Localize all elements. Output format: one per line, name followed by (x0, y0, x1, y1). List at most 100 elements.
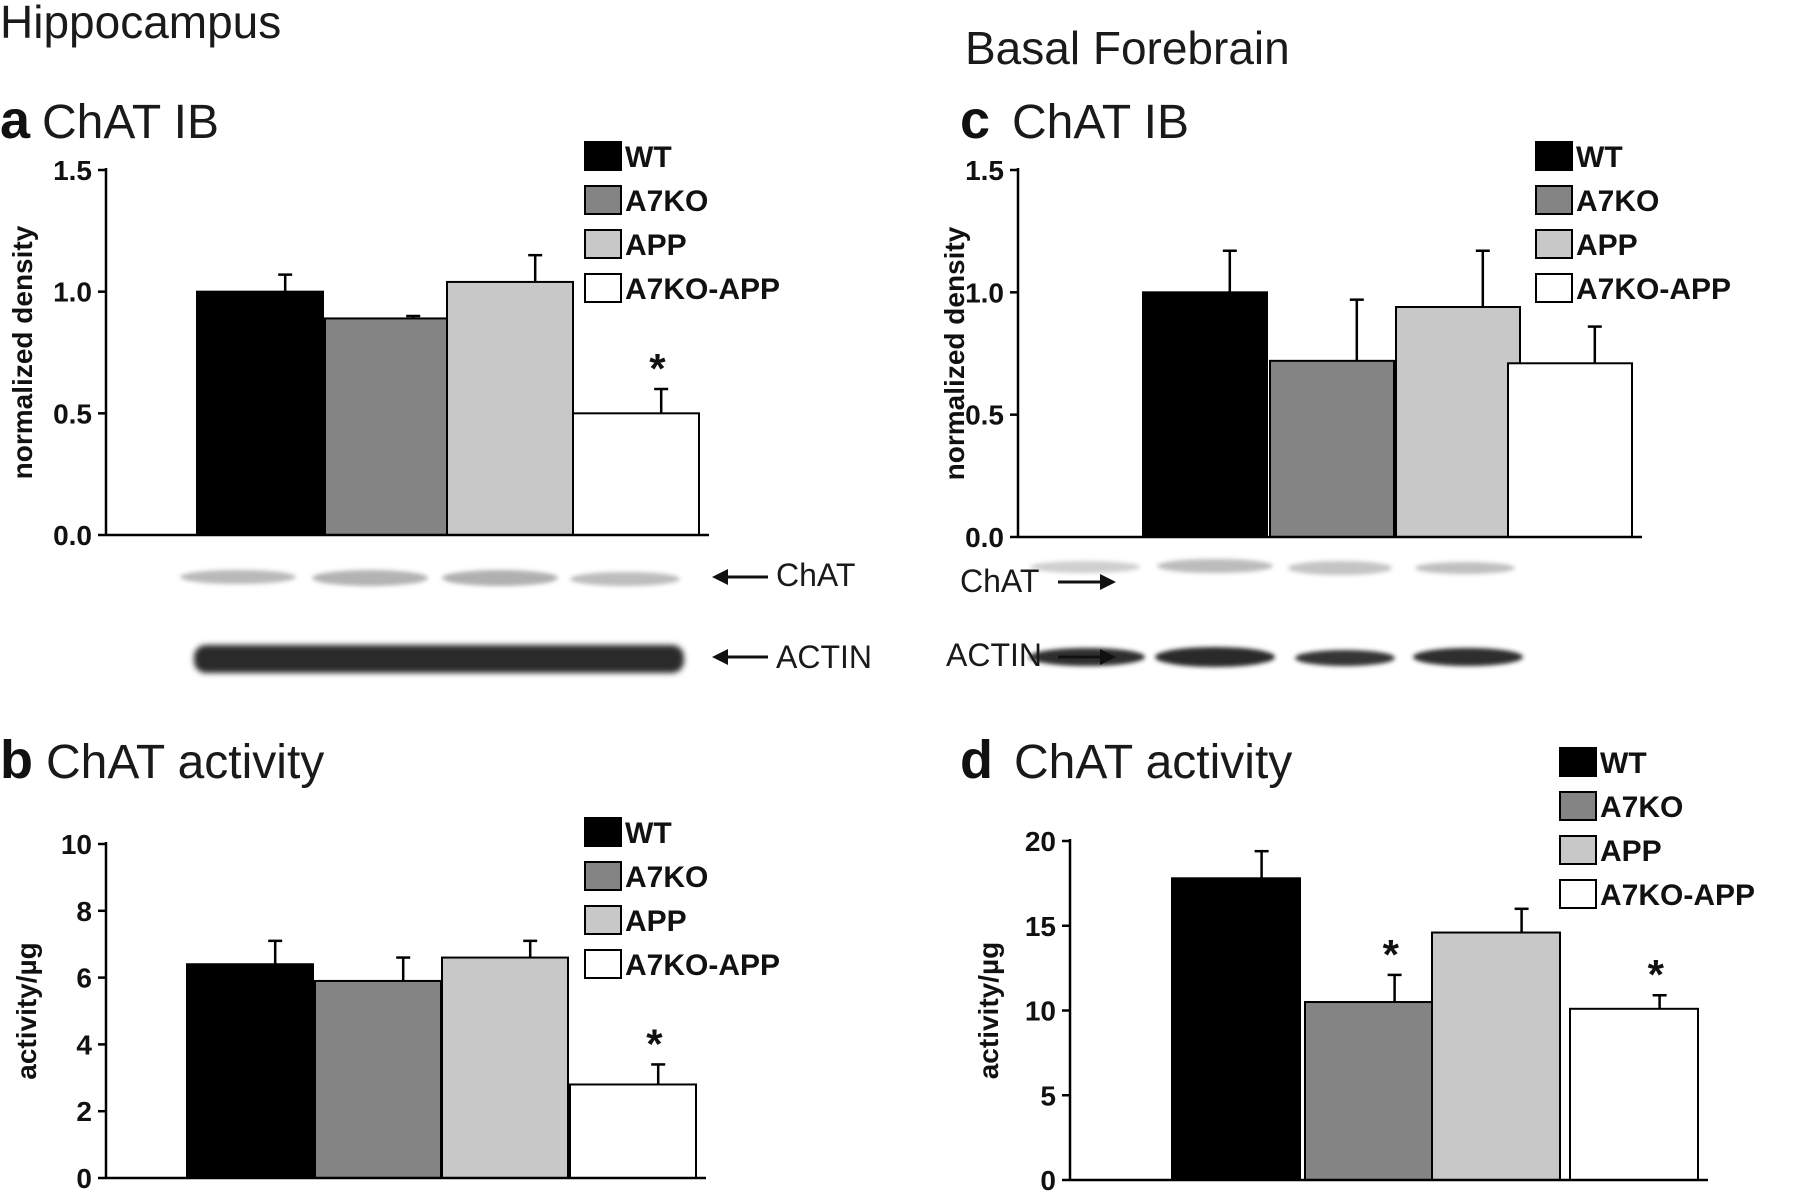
legend-swatch (1535, 141, 1573, 171)
y-tick-label: 5 (1040, 1080, 1056, 1111)
legend-swatch (1559, 879, 1597, 909)
y-tick-label: 15 (1025, 911, 1056, 942)
legend-swatch (584, 861, 622, 891)
panel-title: ChAT IB (1012, 96, 1189, 149)
y-tick-label: 10 (1025, 996, 1056, 1027)
legend-label: A7KO (625, 861, 708, 894)
significance-marker: * (649, 345, 666, 392)
bar-wt (186, 963, 314, 1179)
chat-band-row (1030, 559, 1515, 575)
panel-title: ChAT activity (46, 736, 324, 789)
bar-wt (1171, 877, 1301, 1181)
legend-label: WT (625, 141, 672, 174)
chart-panel-d: d ChAT activity * * 0 5 10 15 20 activity/µg WT A7K… (960, 730, 1755, 1196)
chart-panel-c: c ChAT IB 0.0 0.5 1.0 1.5 normalized density WT… (939, 90, 1731, 553)
western-blot-basal-forebrain: ChAT ACTIN (946, 559, 1523, 673)
legend-swatch (584, 229, 622, 259)
bar-a7ko (314, 979, 442, 1179)
y-tick-label: 0.0 (965, 522, 1004, 553)
bar-app (1395, 306, 1521, 538)
panel-letter: d (960, 730, 993, 790)
legend-label: A7KO-APP (625, 949, 780, 982)
legend-swatch (1559, 747, 1597, 777)
legend: WT A7KO APP A7KO-APP (1559, 747, 1755, 912)
y-axis-label: activity/µg (973, 942, 1004, 1080)
bar-wt (196, 290, 324, 536)
y-tick-label: 6 (76, 963, 92, 994)
blot-label-actin: ACTIN (946, 637, 1042, 673)
panel-title: ChAT IB (42, 96, 219, 149)
y-tick-label: 10 (61, 829, 92, 860)
legend-label: APP (625, 229, 687, 262)
significance-marker: * (1383, 931, 1400, 978)
arrow-right-icon (1058, 649, 1116, 665)
y-tick-label: 1.5 (965, 155, 1004, 186)
chart-panel-a: a ChAT IB * 0.0 0.5 1.0 1.5 normalized density W… (0, 90, 780, 551)
legend-label: A7KO-APP (625, 273, 780, 306)
legend-label: A7KO-APP (1600, 879, 1755, 912)
western-blot-hippocampus: ChAT ACTIN (180, 557, 872, 675)
y-tick-label: 0.5 (965, 400, 1004, 431)
legend-label: APP (625, 905, 687, 938)
legend-swatch (1535, 273, 1573, 303)
y-tick-label: 4 (76, 1029, 92, 1060)
y-axis-label: normalized density (939, 226, 970, 480)
significance-marker: * (646, 1020, 663, 1067)
y-tick-label: 20 (1025, 826, 1056, 857)
panel-letter: c (960, 90, 990, 150)
y-tick-label: 1.5 (53, 155, 92, 186)
bar-app (446, 280, 574, 536)
legend-label: WT (1576, 141, 1623, 174)
significance-marker: * (1648, 951, 1665, 998)
y-tick-label: 1.0 (53, 277, 92, 308)
panel-letter: a (0, 90, 31, 150)
bar-a7ko (1269, 359, 1395, 538)
legend-label: A7KO-APP (1576, 273, 1731, 306)
legend-swatch (1559, 835, 1597, 865)
y-tick-label: 0.0 (53, 520, 92, 551)
blot-label-actin: ACTIN (776, 639, 872, 675)
blot-label-chat: ChAT (960, 563, 1039, 599)
bar-a7ko (324, 317, 452, 536)
region-title-hippocampus: Hippocampus (0, 0, 281, 48)
y-tick-label: 0.5 (53, 398, 92, 429)
bar-a7ko-app (1569, 1007, 1699, 1181)
legend: WT A7KO APP A7KO-APP (584, 141, 780, 306)
y-tick-label: 0 (76, 1163, 92, 1194)
bar-a7ko (1304, 1001, 1434, 1182)
panel-letter: b (0, 730, 33, 790)
bar-wt (1142, 291, 1268, 539)
y-tick-label: 0 (1040, 1165, 1056, 1196)
arrow-left-icon (712, 569, 768, 585)
y-tick-label: 1.0 (965, 277, 1004, 308)
legend-swatch (584, 905, 622, 935)
legend-label: A7KO (1600, 791, 1683, 824)
legend-label: WT (625, 817, 672, 850)
legend: WT A7KO APP A7KO-APP (584, 817, 780, 982)
legend-label: APP (1576, 229, 1638, 262)
blot-label-chat: ChAT (776, 557, 855, 593)
bar-app (441, 956, 569, 1179)
y-tick-label: 8 (76, 896, 92, 927)
legend-swatch (584, 185, 622, 215)
bar-a7ko-app (572, 412, 700, 537)
legend-swatch (584, 817, 622, 847)
arrow-left-icon (712, 649, 768, 665)
bar-a7ko-app (569, 1083, 697, 1179)
y-axis-label: normalized density (7, 225, 38, 479)
panel-title: ChAT activity (1014, 736, 1292, 789)
legend-swatch (1535, 229, 1573, 259)
region-title-basal-forebrain: Basal Forebrain (965, 22, 1290, 74)
legend-swatch (1559, 791, 1597, 821)
legend-label: APP (1600, 835, 1662, 868)
legend-swatch (584, 141, 622, 171)
legend-label: A7KO (1576, 185, 1659, 218)
bar-app (1431, 931, 1561, 1182)
chart-panel-b: b ChAT activity * 0 2 4 6 8 10 activity/µg WT A7KO A… (0, 730, 780, 1194)
y-tick-label: 2 (76, 1096, 92, 1127)
legend-swatch (584, 949, 622, 979)
actin-band-row (194, 645, 684, 673)
legend-swatch (584, 273, 622, 303)
bar-a7ko-app (1507, 362, 1633, 538)
